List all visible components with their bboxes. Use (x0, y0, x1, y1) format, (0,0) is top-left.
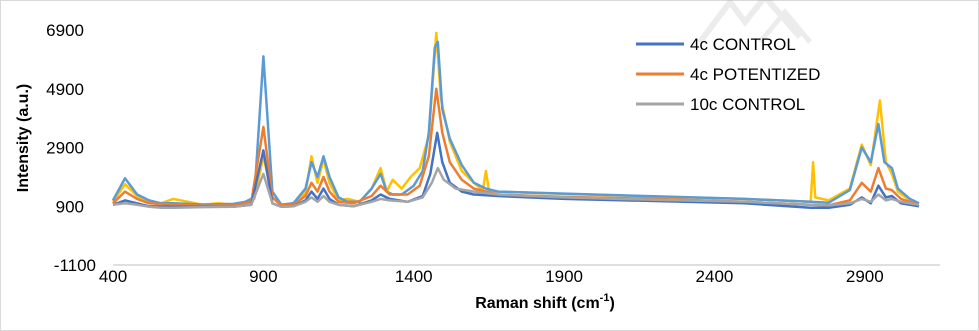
x-tick-label: 400 (99, 267, 127, 286)
x-tick-labels: 400 900 1400 1900 2400 2900 (99, 267, 884, 286)
x-tick-label: 1400 (395, 267, 433, 286)
y-tick-label: -1100 (54, 256, 96, 275)
x-axis-title: Raman shift (cm-1) (475, 292, 615, 312)
legend-label: 10c CONTROL (690, 95, 805, 114)
y-tick-label: 6900 (46, 21, 84, 40)
x-tick-label: 2400 (696, 267, 734, 286)
legend-label: 4c POTENTIZED (690, 65, 820, 84)
y-tick-label: 900 (56, 197, 84, 216)
x-tick-label: 2900 (846, 267, 884, 286)
series-lines (111, 31, 920, 209)
watermark-logo (697, 0, 812, 44)
legend-label: 4c CONTROL (690, 35, 796, 54)
y-axis-title: Intensity (a.u.) (15, 84, 32, 192)
y-tick-labels: -1100 900 2900 4900 6900 (46, 21, 96, 275)
y-tick-label: 2900 (46, 139, 84, 158)
legend: 4c CONTROL 4c POTENTIZED 10c CONTROL (636, 35, 820, 114)
x-tick-label: 1900 (545, 267, 583, 286)
series-line-5 (112, 166, 920, 209)
series-line-2 (112, 87, 920, 207)
x-tick-label: 900 (249, 267, 277, 286)
series-line-0 (111, 31, 920, 208)
y-tick-label: 4900 (46, 80, 84, 99)
